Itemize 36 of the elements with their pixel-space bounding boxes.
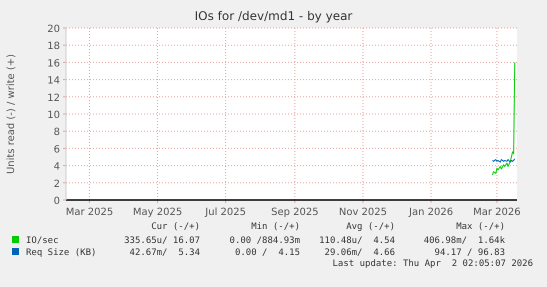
x-tick-label: Nov 2025 xyxy=(338,207,388,218)
x-tick-label: Sep 2025 xyxy=(271,207,319,218)
text: 0.00 / 4.15 xyxy=(234,248,300,258)
y-tick-label: 14 xyxy=(47,76,60,87)
text: Max (-/+) xyxy=(456,222,505,232)
x-tick-label: Jul 2025 xyxy=(204,207,246,218)
y-tick-label: 2 xyxy=(54,178,60,190)
legend-label: Req Size (KB) xyxy=(26,248,96,258)
x-tick-label: Jan 2026 xyxy=(408,207,454,218)
x-tick-label: Mar 2025 xyxy=(66,207,114,218)
y-tick-label: 12 xyxy=(47,92,60,104)
text: 29.06m/ 4.66 xyxy=(324,248,395,258)
x-tick-label: Mar 2026 xyxy=(473,207,521,218)
text: 42.67m/ 5.34 xyxy=(130,248,200,258)
text: 406.98m/ 1.64k xyxy=(424,236,506,246)
text: Last update: Thu Apr 2 02:05:07 2026 xyxy=(332,259,533,269)
y-tick-label: 10 xyxy=(47,110,60,121)
y-tick-label: 8 xyxy=(54,127,60,138)
text: 0.00 /884.93m xyxy=(230,236,300,246)
text: Avg (-/+) xyxy=(346,222,395,232)
text: 94.17 / 96.83 xyxy=(434,248,505,258)
y-tick-label: 0 xyxy=(54,196,60,207)
text: Cur (-/+) xyxy=(151,222,200,232)
y-tick-label: 18 xyxy=(47,41,60,52)
y-tick-label: 6 xyxy=(54,144,60,156)
text: Min (-/+) xyxy=(251,222,300,232)
y-tick-label: 20 xyxy=(47,24,60,35)
text: 335.65u/ 16.07 xyxy=(124,236,200,246)
line-series xyxy=(492,62,516,176)
y-axis-title: Units read (-) / write (+) xyxy=(6,54,17,174)
text: 110.48u/ 4.54 xyxy=(319,236,395,246)
x-tick-label: May 2025 xyxy=(132,207,182,218)
legend-label: IO/sec xyxy=(26,236,59,246)
y-tick-label: 4 xyxy=(54,162,60,173)
chart-title: IOs for /dev/md1 - by year xyxy=(194,9,352,23)
y-tick-label: 16 xyxy=(47,58,60,70)
